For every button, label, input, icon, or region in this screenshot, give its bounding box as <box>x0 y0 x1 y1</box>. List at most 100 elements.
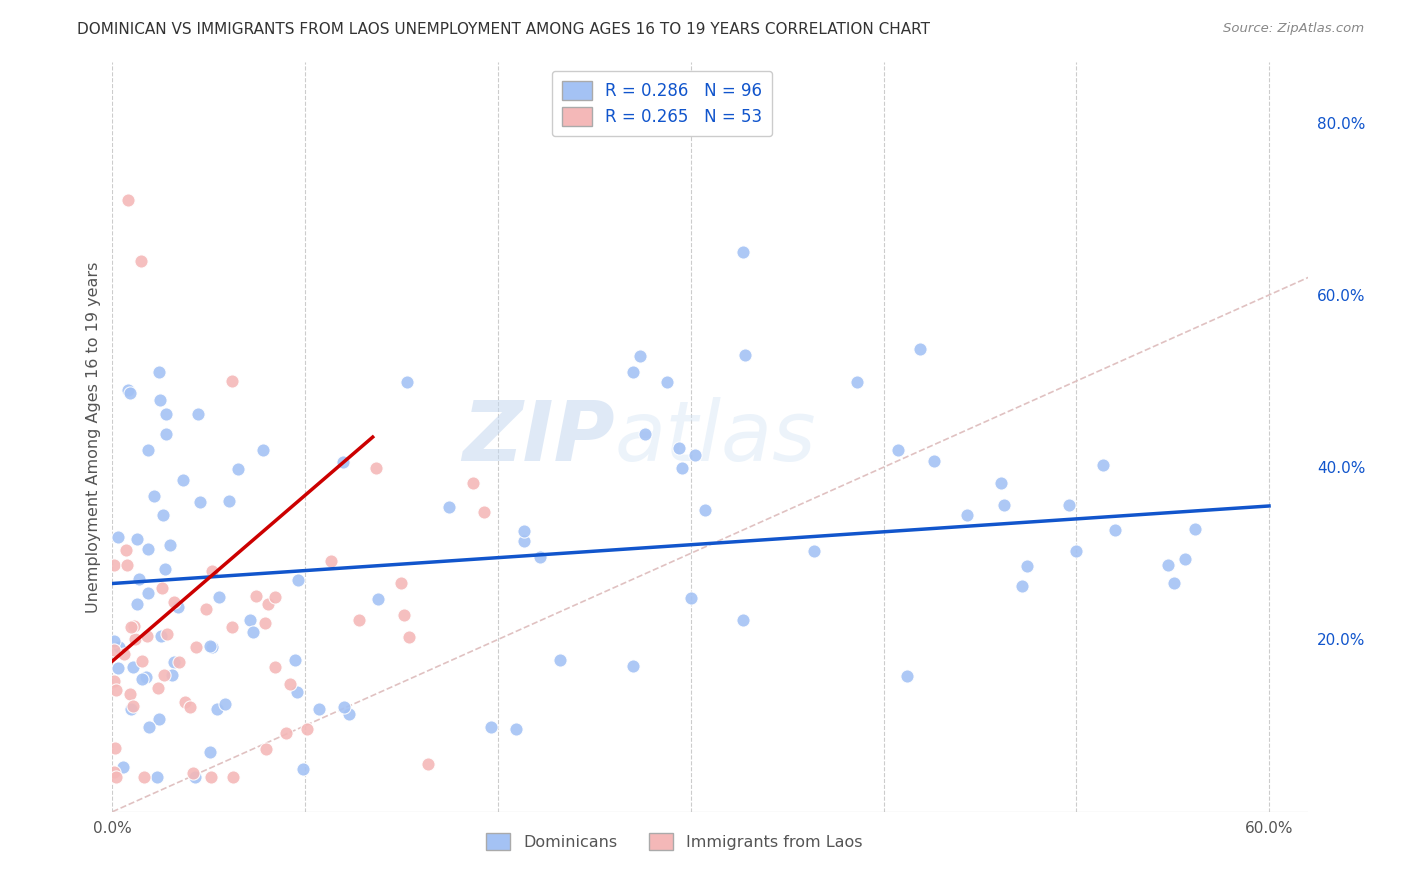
Point <box>120 620 142 634</box>
Point <box>221 374 243 388</box>
Point <box>364 460 387 475</box>
Point <box>146 770 169 784</box>
Point <box>481 720 503 734</box>
Text: Source: ZipAtlas.com: Source: ZipAtlas.com <box>1223 22 1364 36</box>
Point <box>167 655 190 669</box>
Point <box>908 342 931 356</box>
Point <box>731 613 754 627</box>
Point <box>188 495 211 509</box>
Point <box>172 473 194 487</box>
Point <box>734 348 756 362</box>
Point <box>242 625 264 640</box>
Point <box>347 613 370 627</box>
Point <box>200 640 222 654</box>
Point <box>222 770 245 784</box>
Point <box>136 586 159 600</box>
Point <box>993 498 1015 512</box>
Point <box>103 764 125 779</box>
Text: atlas: atlas <box>614 397 815 477</box>
Point <box>254 742 277 756</box>
Point <box>142 489 165 503</box>
Point <box>179 699 201 714</box>
Point <box>278 677 301 691</box>
Point <box>155 407 177 421</box>
Point <box>398 630 420 644</box>
Legend: Dominicans, Immigrants from Laos: Dominicans, Immigrants from Laos <box>479 827 869 856</box>
Point <box>990 476 1012 491</box>
Point <box>104 770 127 784</box>
Point <box>153 668 176 682</box>
Point <box>332 699 354 714</box>
Point <box>292 762 315 776</box>
Point <box>1157 558 1180 573</box>
Point <box>136 443 159 458</box>
Point <box>120 386 142 401</box>
Point <box>200 639 222 653</box>
Point <box>681 591 703 605</box>
Text: DOMINICAN VS IMMIGRANTS FROM LAOS UNEMPLOYMENT AMONG AGES 16 TO 19 YEARS CORRELA: DOMINICAN VS IMMIGRANTS FROM LAOS UNEMPL… <box>77 22 931 37</box>
Point <box>472 506 495 520</box>
Point <box>319 554 342 568</box>
Point <box>117 193 139 207</box>
Point <box>731 244 754 259</box>
Point <box>201 564 224 578</box>
Point <box>152 508 174 523</box>
Point <box>437 500 460 514</box>
Point <box>337 706 360 721</box>
Point <box>264 659 287 673</box>
Point <box>105 683 128 698</box>
Point <box>205 702 228 716</box>
Point <box>695 502 717 516</box>
Point <box>845 375 868 389</box>
Point <box>513 533 536 548</box>
Point <box>148 365 170 379</box>
Point <box>416 756 439 771</box>
Point <box>252 442 274 457</box>
Point <box>655 376 678 390</box>
Point <box>160 668 183 682</box>
Point <box>107 640 129 655</box>
Point <box>159 538 181 552</box>
Point <box>187 407 209 421</box>
Point <box>184 770 207 784</box>
Point <box>174 695 197 709</box>
Point <box>200 770 222 784</box>
Text: ZIP: ZIP <box>461 397 614 477</box>
Point <box>181 766 204 780</box>
Point <box>131 672 153 686</box>
Point <box>389 575 412 590</box>
Point <box>1184 522 1206 536</box>
Point <box>107 661 129 675</box>
Point <box>264 591 287 605</box>
Point <box>621 365 644 379</box>
Point <box>392 608 415 623</box>
Point <box>239 614 262 628</box>
Point <box>548 653 571 667</box>
Point <box>274 726 297 740</box>
Point <box>148 712 170 726</box>
Point <box>150 629 173 643</box>
Point <box>956 508 979 523</box>
Point <box>208 590 231 604</box>
Point <box>332 455 354 469</box>
Point <box>668 441 690 455</box>
Point <box>146 681 169 696</box>
Point <box>131 253 153 268</box>
Point <box>163 655 186 669</box>
Point <box>138 541 160 556</box>
Point <box>1064 544 1087 558</box>
Point <box>513 524 536 538</box>
Point <box>395 375 418 389</box>
Point <box>1011 579 1033 593</box>
Point <box>121 660 143 674</box>
Point <box>295 722 318 736</box>
Point <box>1104 524 1126 538</box>
Point <box>287 685 309 699</box>
Point <box>131 655 153 669</box>
Point <box>124 632 146 646</box>
Point <box>803 543 825 558</box>
Point <box>628 349 651 363</box>
Point <box>461 476 484 491</box>
Point <box>195 602 218 616</box>
Point <box>117 383 139 397</box>
